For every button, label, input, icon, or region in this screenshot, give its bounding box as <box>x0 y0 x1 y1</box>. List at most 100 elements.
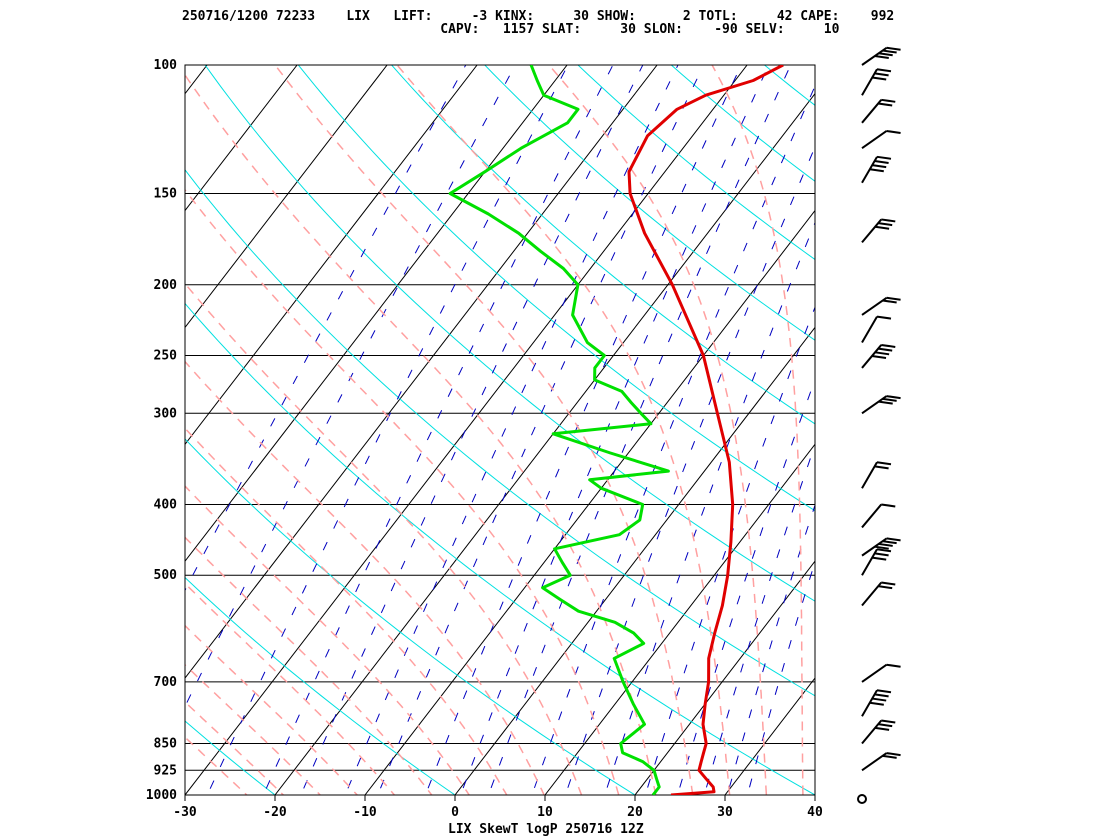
barb-shaft <box>861 689 878 717</box>
isotherm <box>185 65 658 679</box>
barb-feather <box>874 552 889 557</box>
barb-feather <box>882 397 897 402</box>
mixing-ratio-line <box>262 65 614 795</box>
barb-feather <box>869 168 884 173</box>
barb-feather <box>878 222 893 227</box>
wind-barb <box>861 663 901 683</box>
barb-shaft <box>861 663 888 683</box>
barb-feather <box>882 49 897 54</box>
mixing-ratio-line <box>300 65 644 795</box>
isotherm <box>185 65 568 563</box>
wind-barb <box>861 752 901 772</box>
mixing-ratio-line <box>677 378 815 795</box>
temperature-tick-labels: -30 -20 -10 0 10 20 30 40 <box>173 795 823 820</box>
dry-adiabat <box>185 576 456 795</box>
barb-feather <box>869 701 884 706</box>
temperature-tick-label: 0 <box>451 805 459 820</box>
isotherm <box>185 65 298 212</box>
wind-barb <box>861 68 892 96</box>
dry-adiabat <box>929 49 1120 811</box>
pressure-tick-labels: 1000 925 850 700 500 400 300 250 200 150 100 <box>146 58 177 803</box>
pressure-tick-label: 850 <box>154 736 178 751</box>
barb-feather <box>878 52 893 57</box>
background-lines <box>185 49 1120 811</box>
barb-shaft <box>861 548 878 576</box>
barb-shaft <box>861 461 878 489</box>
barb-feather <box>881 503 896 508</box>
barb-feather <box>874 159 889 164</box>
barb-feather <box>886 537 901 542</box>
barb-feather <box>872 76 887 81</box>
barb-feather <box>878 400 893 405</box>
wind-barb <box>861 719 896 745</box>
isotherm <box>544 443 815 795</box>
wind-barb <box>861 395 901 415</box>
barb-feather <box>876 315 892 320</box>
barb-shaft <box>861 752 888 772</box>
moist-adiabat <box>185 536 433 795</box>
barb-feather <box>881 343 896 348</box>
dry-adiabat <box>837 49 1120 811</box>
isotherm <box>724 677 815 795</box>
wind-barb <box>861 296 901 316</box>
moist-adiabat <box>185 282 583 795</box>
temperature-tick-label: -10 <box>353 805 377 820</box>
chart-footer: LIX SkewT logP 250716 12Z <box>448 822 644 837</box>
barb-shaft <box>861 296 888 316</box>
barb-shaft <box>861 130 888 149</box>
isotherm <box>634 560 815 795</box>
pressure-tick-label: 400 <box>154 498 178 513</box>
pressure-tick-label: 100 <box>154 58 178 73</box>
wind-barb <box>861 155 892 184</box>
barb-feather <box>872 556 887 561</box>
header-line-1: 250716/1200 72233 LIX LIFT: -3 KINX: 30 … <box>182 9 895 24</box>
barb-shaft <box>861 719 883 745</box>
barb-feather <box>886 752 901 757</box>
mixing-ratio-line <box>185 65 467 592</box>
barb-shaft <box>861 581 883 607</box>
barb-feather <box>876 155 892 160</box>
barb-shaft <box>861 156 878 184</box>
moist-adiabat <box>185 624 359 795</box>
dry-adiabat <box>297 65 815 512</box>
plot-border <box>184 64 816 796</box>
barb-feather <box>881 719 896 724</box>
barb-feather <box>874 465 889 470</box>
isotherm <box>454 326 815 795</box>
barb-feather <box>886 663 901 668</box>
pressure-tick-label: 150 <box>154 187 178 202</box>
moist-adiabat <box>185 663 322 795</box>
dry-adiabat <box>484 65 815 341</box>
temperature-tick-label: 40 <box>807 805 823 820</box>
wind-barb-calm <box>857 794 867 804</box>
moist-adiabat <box>185 427 508 795</box>
dry-adiabat <box>185 720 276 795</box>
barb-feather <box>876 68 892 73</box>
moist-adiabat <box>396 65 731 795</box>
moist-adiabat <box>185 485 471 795</box>
barb-feather <box>874 225 890 230</box>
barb-feather <box>874 726 890 731</box>
mixing-ratio-line <box>487 65 792 795</box>
isotherm <box>364 209 815 795</box>
mixing-ratio-line <box>644 305 815 795</box>
moist-adiabat <box>185 736 248 795</box>
mixing-ratio-line <box>746 560 815 795</box>
barb-feather <box>886 296 901 301</box>
sounding-header: 250716/1200 72233 LIX LIFT: -3 KINX: 30 … <box>0 0 1120 40</box>
wind-barb <box>861 548 892 576</box>
barb-feather <box>878 347 893 352</box>
mixing-ratio-line <box>531 84 815 795</box>
barb-feather <box>876 461 892 466</box>
barb-feather <box>874 351 890 356</box>
mixing-ratio-line <box>377 65 705 795</box>
mixing-ratio-line <box>185 65 516 708</box>
pressure-tick-label: 300 <box>154 406 178 421</box>
moist-adiabat <box>185 582 396 795</box>
dry-adiabat <box>185 169 815 697</box>
wind-barb <box>861 315 892 344</box>
wind-barb <box>861 98 896 124</box>
barb-shaft <box>861 218 883 244</box>
barb-feather <box>878 542 893 547</box>
